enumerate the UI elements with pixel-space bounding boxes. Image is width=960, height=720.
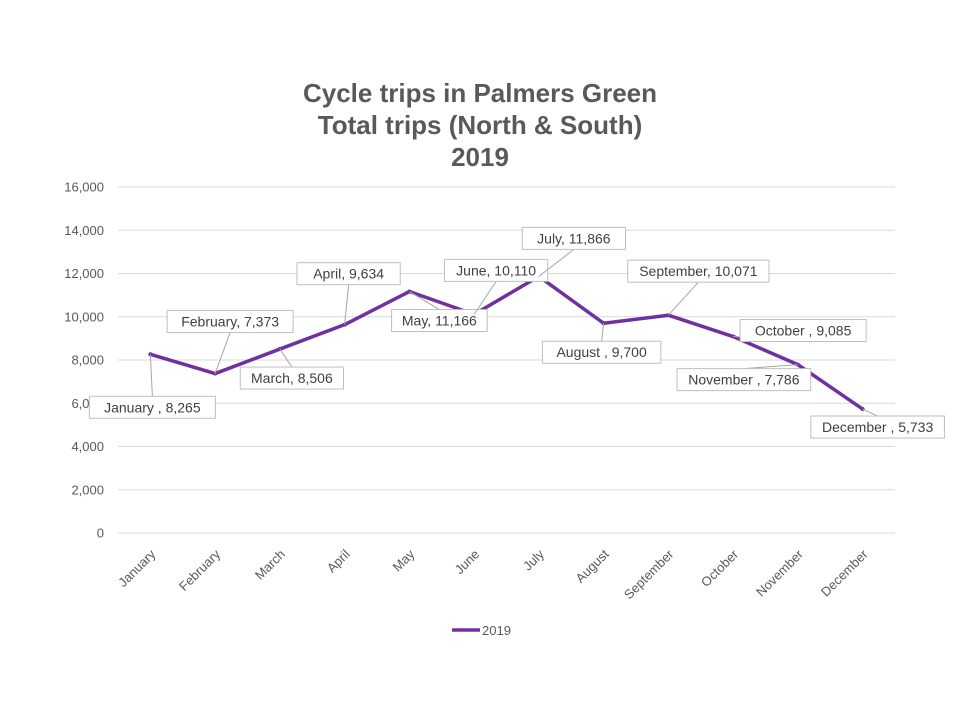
x-tick-label: February — [176, 546, 224, 594]
x-tick-label: April — [324, 546, 353, 575]
y-tick-label: 4,000 — [71, 439, 104, 454]
chart-title-line-3: 2019 — [451, 142, 509, 172]
data-label-box — [296, 262, 401, 286]
legend-label-2019: 2019 — [482, 623, 511, 638]
data-label-box — [166, 310, 294, 334]
data-label-box — [391, 309, 488, 333]
y-tick-label: 2,000 — [71, 482, 104, 497]
y-tick-label: 16,000 — [64, 180, 104, 195]
data-label: April, 9,634 — [313, 266, 384, 282]
x-tick-label: July — [520, 546, 547, 573]
y-tick-label: 10,000 — [64, 309, 104, 324]
data-label-leader — [279, 348, 293, 368]
data-label: March, 8,506 — [251, 370, 333, 386]
data-label-leader — [668, 281, 699, 316]
x-tick-label: October — [698, 546, 742, 590]
y-tick-label: 0 — [97, 526, 104, 541]
data-label-box — [521, 226, 626, 250]
x-tick-label: August — [573, 546, 612, 585]
data-label-leader — [344, 284, 350, 325]
data-label-box — [627, 259, 770, 283]
data-label-box — [810, 415, 945, 439]
x-tick-label: November — [753, 546, 806, 599]
data-label-leader — [743, 364, 798, 370]
x-tick-label: September — [621, 546, 677, 602]
x-tick-label: March — [252, 547, 288, 583]
data-label-box — [239, 366, 344, 390]
data-label: July, 11,866 — [537, 230, 611, 246]
data-label: June, 10,110 — [456, 262, 536, 278]
data-label-leader — [473, 281, 497, 315]
data-label-box — [676, 368, 812, 392]
x-tick-label: May — [390, 546, 418, 574]
data-label-leader — [601, 323, 605, 342]
data-label-leader — [862, 408, 878, 417]
data-label-box — [739, 319, 867, 343]
data-label-box — [444, 258, 549, 282]
x-tick-label: June — [452, 547, 483, 578]
x-tick-label: December — [818, 546, 871, 599]
chart-title-line-2: Total trips (North & South) — [317, 110, 643, 140]
data-label: December , 5,733 — [822, 419, 933, 435]
data-label-box — [541, 340, 662, 364]
data-label-leader — [538, 249, 575, 277]
y-tick-label: 12,000 — [64, 266, 104, 281]
data-label: August , 9,700 — [556, 344, 647, 360]
x-tick-label: January — [115, 546, 159, 590]
y-tick-label: 14,000 — [64, 223, 104, 238]
data-label: October , 9,085 — [755, 323, 852, 339]
data-label: January , 8,265 — [104, 399, 201, 415]
data-label-leader — [149, 354, 153, 397]
data-label: November , 7,786 — [688, 372, 799, 388]
data-label-leader — [214, 332, 231, 374]
chart-title-line-1: Cycle trips in Palmers Green — [302, 78, 658, 108]
y-tick-label: 8,000 — [71, 353, 104, 368]
data-label: May, 11,166 — [402, 313, 477, 329]
data-label-group: January , 8,265 February, 7,373 March, 8,5… — [88, 226, 945, 439]
data-label: September, 10,071 — [639, 263, 758, 279]
data-label-leader — [409, 291, 440, 310]
data-label-box — [88, 395, 216, 419]
data-label: February, 7,373 — [181, 314, 279, 330]
